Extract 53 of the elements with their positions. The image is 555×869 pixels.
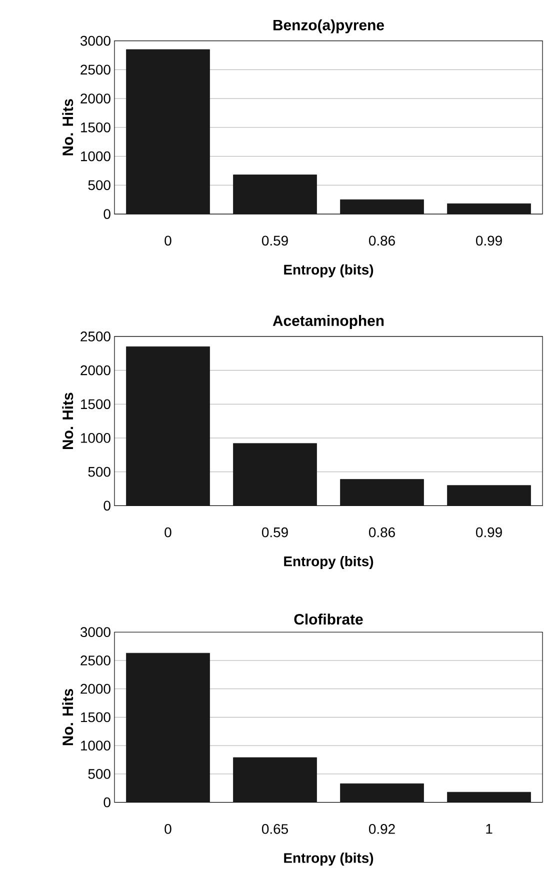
bar	[126, 49, 210, 214]
x-tick-label: 0	[164, 236, 172, 246]
bar	[126, 652, 210, 802]
x-tick-label: 0.92	[368, 824, 395, 834]
y-tick-label: 500	[88, 180, 110, 190]
y-tick-label: 1000	[80, 151, 110, 162]
chart-title: Clofibrate	[294, 614, 363, 625]
y-tick-label: 2500	[80, 64, 110, 75]
y-tick-label: 2000	[80, 94, 110, 104]
bar	[340, 199, 424, 214]
bar	[340, 479, 424, 506]
chart-title: Acetaminophen	[272, 315, 384, 329]
x-tick-label: 0.99	[476, 527, 502, 538]
x-tick-label: 0.59	[262, 236, 288, 246]
bar	[340, 783, 424, 802]
x-tick-label: 0.65	[262, 824, 288, 834]
x-tick-label: 0.86	[368, 236, 395, 246]
x-tick-label: 0.99	[476, 236, 502, 246]
y-tick-label: 1000	[80, 433, 110, 443]
y-tick-label: 3000	[80, 36, 110, 46]
bar	[232, 757, 317, 802]
x-tick-label: 1	[486, 824, 492, 834]
bar	[446, 203, 531, 214]
x-tick-label: 0	[164, 527, 172, 538]
y-tick-label: 2000	[80, 684, 110, 694]
y-tick-label: 1500	[80, 122, 110, 132]
y-tick-label: 0	[104, 797, 110, 808]
y-axis-title: No. Hits	[62, 99, 73, 156]
y-tick-label: 1500	[80, 399, 110, 410]
bar	[126, 346, 210, 506]
bar	[232, 174, 317, 214]
x-tick-label: 0.59	[262, 527, 288, 538]
y-axis-title: No. Hits	[62, 688, 73, 746]
y-tick-label: 3000	[80, 627, 110, 638]
bar	[446, 792, 531, 802]
y-tick-label: 2000	[80, 365, 110, 376]
x-axis-title: Entropy (bits)	[284, 264, 373, 278]
y-tick-label: 500	[88, 466, 110, 477]
x-tick-label: 0	[164, 824, 172, 834]
x-axis-title: Entropy (bits)	[284, 556, 373, 570]
y-tick-label: 500	[88, 769, 110, 779]
x-axis-title: Entropy (bits)	[284, 852, 373, 866]
y-tick-label: 0	[104, 500, 110, 511]
bar	[232, 443, 317, 506]
y-tick-label: 2500	[80, 656, 110, 666]
y-tick-label: 0	[104, 209, 110, 219]
y-tick-label: 1500	[80, 712, 110, 722]
y-axis-title: No. Hits	[62, 392, 73, 449]
y-tick-label: 1000	[80, 740, 110, 751]
x-tick-label: 0.86	[368, 527, 395, 538]
chart-title: Benzo(a)pyrene	[273, 19, 384, 34]
bar	[446, 485, 531, 506]
y-tick-label: 2500	[80, 332, 110, 342]
